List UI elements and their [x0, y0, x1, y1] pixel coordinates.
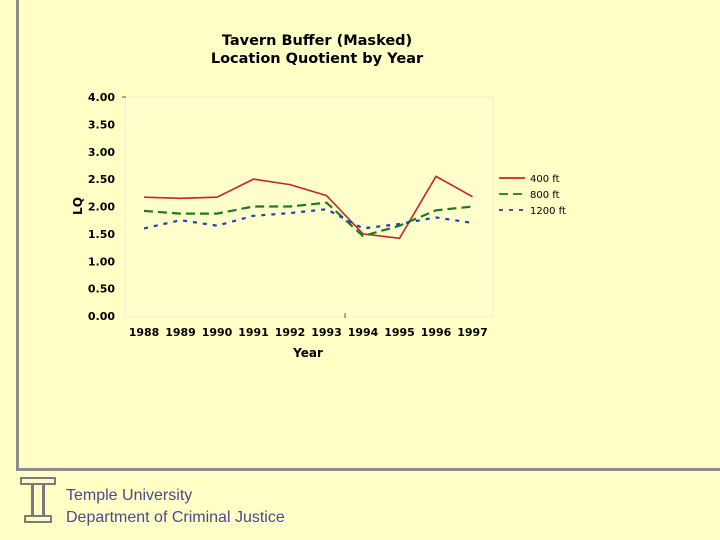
x-tick-label: 1995	[384, 326, 415, 339]
x-tick-label: 1997	[457, 326, 488, 339]
series-line-1200-ft	[143, 208, 473, 230]
legend-label: 400 ft	[530, 174, 560, 185]
y-tick-label: 3.00	[88, 146, 115, 159]
x-axis-title: Year	[292, 346, 323, 360]
y-tick-label: 0.00	[88, 310, 115, 323]
series-line-400-ft	[143, 175, 473, 240]
x-tick-label: 1996	[421, 326, 452, 339]
x-tick-label: 1989	[165, 326, 196, 339]
y-tick-label: 2.50	[88, 173, 115, 186]
plot-area	[124, 96, 494, 318]
footer-university: Temple University	[66, 487, 193, 504]
bottom-rule	[16, 468, 720, 471]
footer-department: Department of Criminal Justice	[66, 509, 285, 526]
x-tick-label: 1991	[238, 326, 269, 339]
chart-title: Tavern Buffer (Masked)	[222, 33, 412, 49]
y-tick-label: 1.00	[88, 255, 115, 268]
y-tick-label: 3.50	[88, 118, 115, 131]
footer: Temple University Department of Criminal…	[66, 485, 285, 529]
y-axis-title: LQ	[71, 197, 85, 215]
y-tick-label: 4.00	[88, 91, 115, 104]
x-tick-label: 1994	[348, 326, 379, 339]
y-tick-label: 0.50	[88, 283, 115, 296]
chart-subtitle: Location Quotient by Year	[211, 51, 424, 67]
line-chart: Tavern Buffer (Masked) Location Quotient…	[71, 33, 566, 360]
x-tick-label: 1988	[129, 326, 160, 339]
legend-label: 1200 ft	[530, 206, 566, 217]
legend-label: 800 ft	[530, 190, 560, 201]
y-tick-label: 1.50	[88, 228, 115, 241]
x-tick-label: 1990	[202, 326, 233, 339]
temple-t-icon	[20, 477, 56, 523]
y-tick-label: 2.00	[88, 201, 115, 214]
x-tick-label: 1992	[275, 326, 306, 339]
x-tick-label: 1993	[311, 326, 342, 339]
left-rule	[16, 0, 19, 470]
